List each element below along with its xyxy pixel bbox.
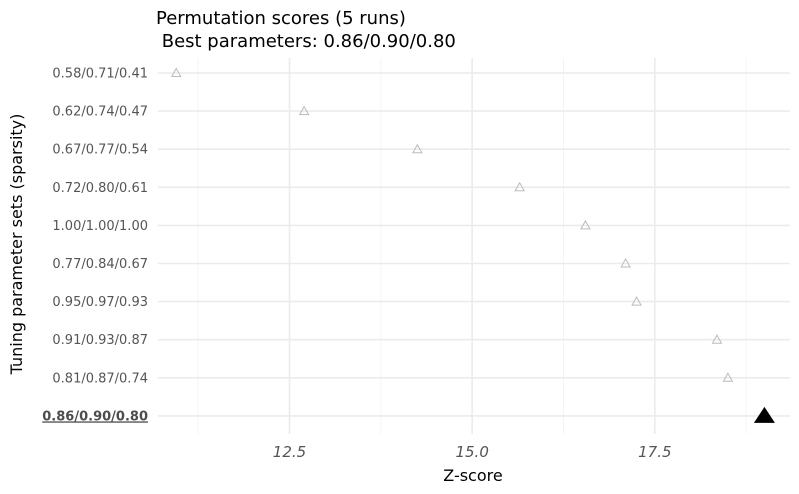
x-axis-label: Z-score: [443, 466, 502, 485]
y-tick-labels: 0.58/0.71/0.41 0.62/0.74/0.47 0.67/0.77/0.…: [42, 67, 148, 425]
point-marker: [631, 296, 642, 306]
x-tick-label: 12.5: [273, 443, 306, 461]
points-layer: [170, 67, 775, 423]
point-marker: [580, 219, 591, 230]
point-marker: [620, 257, 631, 268]
chart-title: Permutation scores (5 runs): [156, 8, 406, 29]
y-tick-label: 0.81/0.87/0.74: [52, 371, 148, 386]
y-tick-label: 0.72/0.80/0.61: [52, 181, 148, 196]
x-tick-label: 15.0: [455, 443, 488, 461]
y-axis-label: Tuning parameter sets (sparsity): [7, 114, 26, 376]
y-tick-label: 0.95/0.97/0.93: [52, 295, 148, 310]
y-tick-label: 0.77/0.84/0.67: [52, 257, 148, 272]
y-tick-label: 0.91/0.93/0.87: [52, 333, 148, 348]
x-tick-labels: 12.5 15.0 17.5: [273, 443, 672, 461]
y-tick-label: 0.62/0.74/0.47: [52, 105, 148, 120]
grid-layer: [158, 58, 790, 434]
y-tick-label-best: 0.86/0.90/0.80: [42, 409, 148, 424]
x-tick-label: 17.5: [638, 443, 671, 461]
y-tick-label: 0.58/0.71/0.41: [52, 67, 148, 82]
point-marker: [298, 105, 310, 116]
y-tick-label: 1.00/1.00/1.00: [52, 219, 148, 234]
point-marker: [711, 334, 723, 344]
y-tick-label: 0.67/0.77/0.54: [52, 143, 148, 158]
point-marker: [412, 143, 423, 154]
point-marker: [514, 181, 526, 192]
point-marker: [170, 67, 182, 77]
best-point-marker: [753, 406, 775, 423]
chart-subtitle: Best parameters: 0.86/0.90/0.80: [156, 31, 456, 52]
point-marker: [722, 372, 734, 382]
